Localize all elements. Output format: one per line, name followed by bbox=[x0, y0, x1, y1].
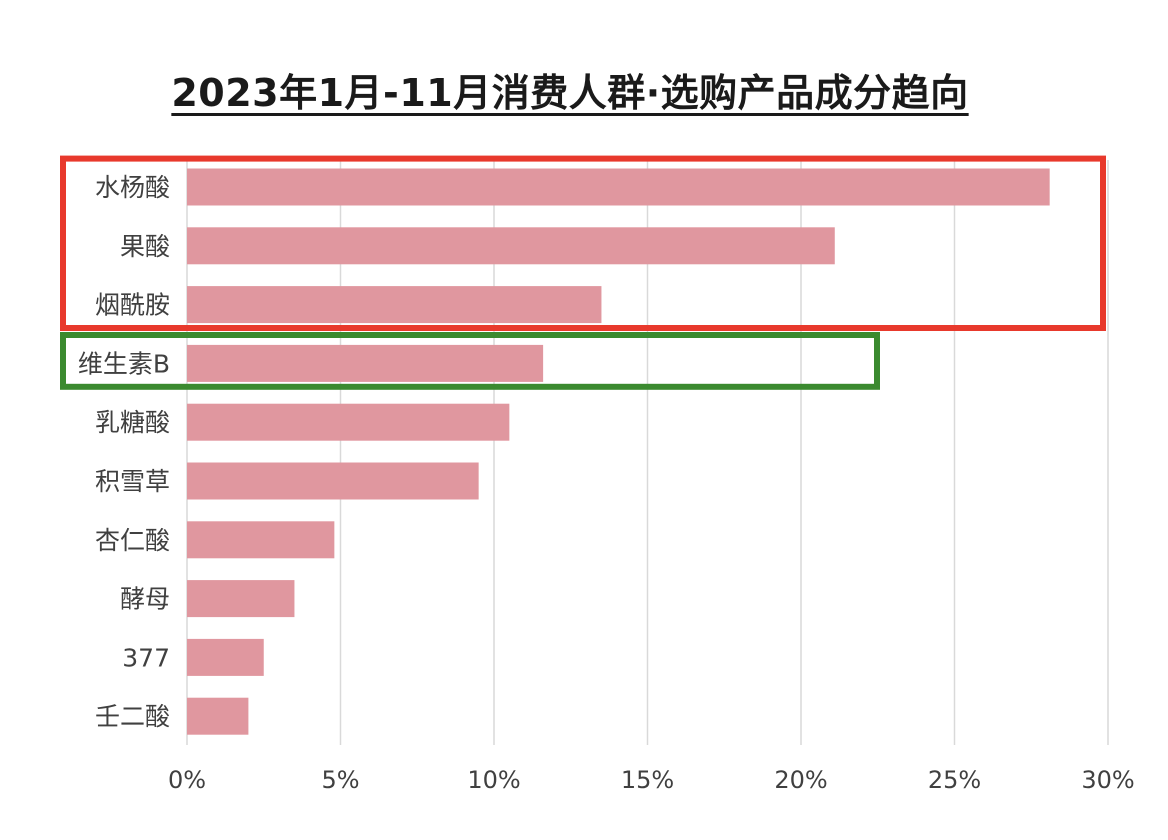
bar bbox=[187, 521, 335, 559]
category-label: 水杨酸 bbox=[95, 173, 170, 202]
x-tick-label: 20% bbox=[774, 766, 827, 794]
bar bbox=[187, 403, 510, 441]
category-label: 杏仁酸 bbox=[95, 526, 170, 555]
chart-title-text: 2023年1月-11月消费人群·选购产品成分趋向 bbox=[171, 71, 969, 115]
category-label: 377 bbox=[122, 643, 170, 672]
chart-title: 2023年1月-11月消费人群·选购产品成分趋向 bbox=[0, 62, 1140, 117]
highlight-box bbox=[60, 332, 880, 390]
x-tick-label: 25% bbox=[928, 766, 981, 794]
category-label: 果酸 bbox=[120, 232, 170, 261]
bar bbox=[187, 168, 1050, 206]
category-label: 烟酰胺 bbox=[95, 291, 170, 320]
bar bbox=[187, 462, 479, 500]
category-label: 积雪草 bbox=[95, 467, 170, 496]
category-label: 乳糖酸 bbox=[95, 408, 170, 437]
category-label: 壬二酸 bbox=[95, 702, 170, 731]
highlight-box bbox=[60, 155, 1106, 331]
x-tick-label: 5% bbox=[321, 766, 359, 794]
x-tick-label: 30% bbox=[1081, 766, 1134, 794]
x-tick-label: 15% bbox=[621, 766, 674, 794]
bar bbox=[187, 286, 602, 324]
bar bbox=[187, 638, 264, 676]
bar bbox=[187, 344, 544, 382]
x-tick-label: 0% bbox=[168, 766, 206, 794]
x-tick-label: 10% bbox=[467, 766, 520, 794]
bar bbox=[187, 697, 249, 735]
category-label: 维生素B bbox=[78, 349, 170, 378]
category-label: 酵母 bbox=[120, 585, 170, 614]
bar bbox=[187, 227, 835, 265]
bar bbox=[187, 580, 295, 618]
